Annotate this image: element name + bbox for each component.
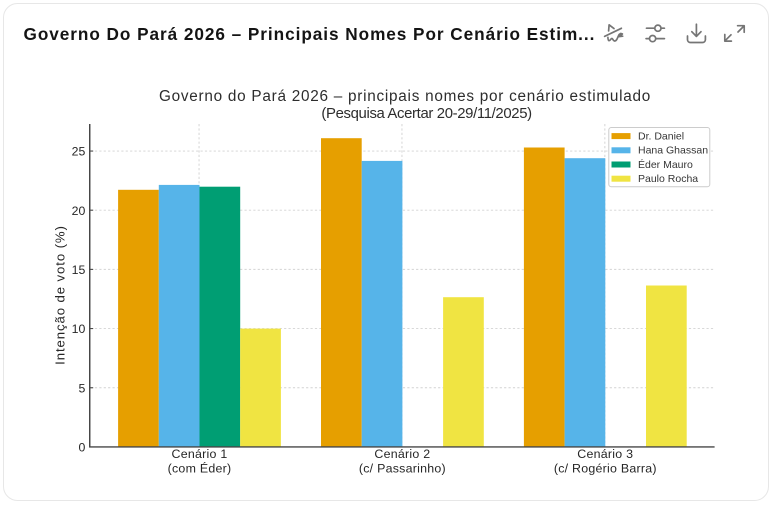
svg-text:Cenário 3: Cenário 3 xyxy=(577,447,633,461)
svg-text:Dr. Daniel: Dr. Daniel xyxy=(638,130,684,142)
svg-text:Hana Ghassan: Hana Ghassan xyxy=(638,145,708,157)
svg-text:0: 0 xyxy=(78,441,85,455)
svg-text:Paulo Rocha: Paulo Rocha xyxy=(638,173,698,185)
svg-text:Intenção de voto (%): Intenção de voto (%) xyxy=(52,225,67,365)
svg-text:Cenário 2: Cenário 2 xyxy=(374,447,430,461)
svg-text:Cenário 1: Cenário 1 xyxy=(172,447,228,461)
svg-text:Governo Do Pará 2026 – Princip: Governo Do Pará 2026 – Principais Nomes … xyxy=(24,24,596,44)
svg-text:(Pesquisa Acertar 20-29/11/202: (Pesquisa Acertar 20-29/11/2025) xyxy=(321,106,532,122)
svg-text:(c/ Passarinho): (c/ Passarinho) xyxy=(359,461,446,475)
svg-text:15: 15 xyxy=(72,263,86,277)
svg-text:20: 20 xyxy=(72,204,86,218)
svg-text:Éder Mauro: Éder Mauro xyxy=(638,158,693,171)
svg-text:25: 25 xyxy=(72,145,86,159)
svg-text:(com Éder): (com Éder) xyxy=(168,460,232,475)
svg-text:(c/ Rogério Barra): (c/ Rogério Barra) xyxy=(554,461,657,475)
svg-text:5: 5 xyxy=(78,381,85,395)
svg-text:Governo do Pará 2026 – princip: Governo do Pará 2026 – principais nomes … xyxy=(159,88,651,105)
svg-text:10: 10 xyxy=(72,322,86,336)
